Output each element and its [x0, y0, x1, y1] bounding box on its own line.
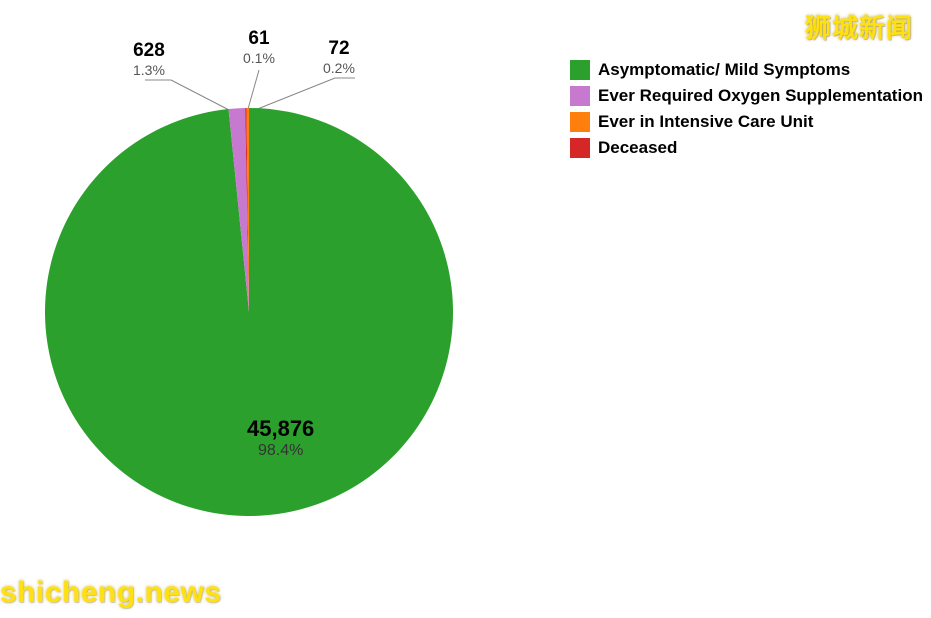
- pie-wrap: 45,876 98.4%: [45, 108, 453, 516]
- legend-item-oxygen: Ever Required Oxygen Supplementation: [570, 86, 923, 106]
- watermark-top-right: 狮城新闻: [805, 8, 913, 45]
- legend-label: Asymptomatic/ Mild Symptoms: [598, 60, 850, 80]
- callout-asymptomatic: 45,876 98.4%: [247, 416, 314, 460]
- legend-label: Ever in Intensive Care Unit: [598, 112, 813, 132]
- legend-swatch: [570, 138, 590, 158]
- callout-asymptomatic-value: 45,876: [247, 416, 314, 442]
- legend-swatch: [570, 112, 590, 132]
- pie-chart-container: 628 1.3% 61 0.1% 72 0.2% 45,876 98.4%: [45, 28, 453, 588]
- legend-item-deceased: Deceased: [570, 138, 923, 158]
- watermark-bottom-left: shicheng.news: [0, 576, 222, 610]
- callout-asymptomatic-pct: 98.4%: [247, 442, 314, 460]
- legend-swatch: [570, 60, 590, 80]
- legend-item-icu: Ever in Intensive Care Unit: [570, 112, 923, 132]
- legend-label: Ever Required Oxygen Supplementation: [598, 86, 923, 106]
- legend-item-asymptomatic: Asymptomatic/ Mild Symptoms: [570, 60, 923, 80]
- legend-swatch: [570, 86, 590, 106]
- legend: Asymptomatic/ Mild Symptoms Ever Require…: [570, 60, 923, 164]
- legend-label: Deceased: [598, 138, 677, 158]
